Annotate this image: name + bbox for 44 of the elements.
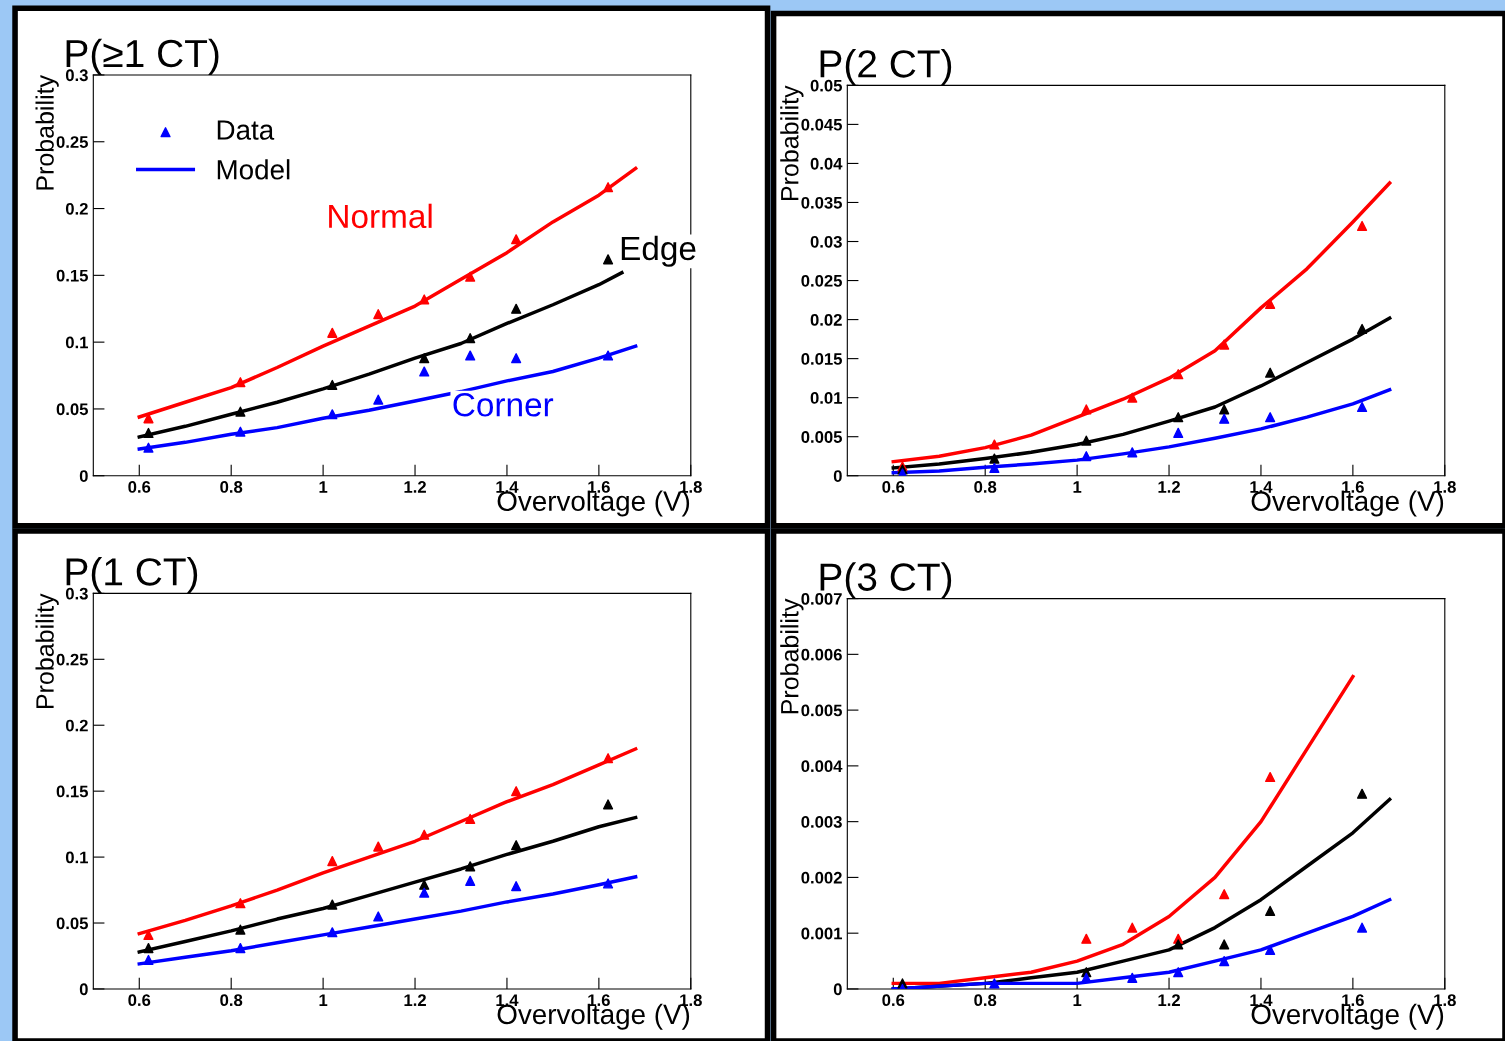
x-tick-label: 0.6 <box>882 481 905 493</box>
y-tick-label: 0.015 <box>801 353 842 365</box>
x-tick-label: 1.2 <box>404 994 426 1006</box>
y-tick-label: 0.002 <box>801 871 842 884</box>
x-tick-label: 1.2 <box>1158 481 1180 493</box>
y-tick-label: 0 <box>833 470 842 482</box>
legend-label: Data <box>217 120 275 140</box>
y-tick-label: 0.01 <box>810 392 842 404</box>
x-tick-label: 0.8 <box>974 994 997 1007</box>
x-tick-label: 1 <box>319 994 328 1006</box>
x-tick-label: 1 <box>319 481 328 493</box>
y-tick-label: 0.2 <box>65 719 88 732</box>
y-tick-label: 0.15 <box>56 269 88 282</box>
x-tick-label: 0.6 <box>882 994 905 1007</box>
y-tick-label: 0.1 <box>65 851 88 864</box>
x-tick-label: 0.6 <box>128 481 151 493</box>
x-tick-label: 0.6 <box>128 994 151 1007</box>
y-tick-label: 0.03 <box>810 235 842 248</box>
x-tick-label: 0.8 <box>974 481 997 493</box>
x-tick-label: 1.2 <box>1158 994 1180 1006</box>
y-tick-label: 0.05 <box>56 403 88 416</box>
x-tick-label: 1 <box>1073 481 1082 493</box>
y-tick-label: 0.04 <box>810 157 843 170</box>
y-tick-label: 0.005 <box>801 431 842 443</box>
y-tick-label: 0.001 <box>801 927 842 940</box>
x-tick-label: 0.8 <box>220 481 243 493</box>
y-tick-label: 0 <box>79 983 88 996</box>
y-tick-label: 0.02 <box>810 313 842 326</box>
y-tick-label: 0.2 <box>65 202 88 215</box>
y-tick-label: 0.15 <box>56 785 88 798</box>
annotation: Edge <box>621 235 696 267</box>
x-tick-label: 1.2 <box>404 481 426 493</box>
annotation: Corner <box>453 392 554 417</box>
y-tick-label: 0.025 <box>801 274 842 287</box>
y-tick-label: 0 <box>79 470 88 482</box>
y-tick-label: 0.1 <box>65 336 88 349</box>
x-tick-label: 0.8 <box>220 994 243 1007</box>
y-tick-label: 0.05 <box>56 917 88 930</box>
legend-label: Model <box>217 159 290 180</box>
annotation: Normal <box>329 203 432 229</box>
y-tick-label: 0 <box>833 983 842 996</box>
y-tick-label: 0.003 <box>801 816 842 828</box>
y-tick-label: 0.004 <box>801 760 843 773</box>
x-tick-label: 1 <box>1073 994 1082 1006</box>
